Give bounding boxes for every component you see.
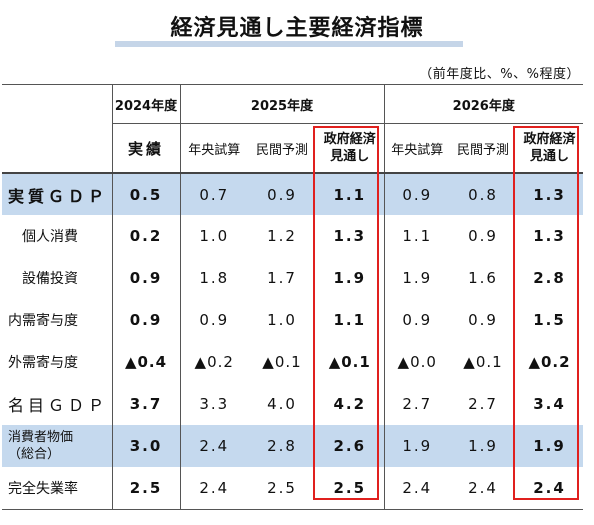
table-row-domestic-contribution: 内需寄与度 0.9 0.9 1.0 1.1 0.9 0.9 1.5 [2, 299, 583, 341]
header-actual: 実績 [112, 123, 181, 174]
table-row-cpi: 消費者物価 （総合） 3.0 2.4 2.8 2.6 1.9 1.9 1.9 [2, 425, 583, 467]
govt-outlook-2026-highlight [513, 126, 579, 500]
table-row-nominal-gdp: 名目ＧＤＰ 3.7 3.3 4.0 4.2 2.7 2.7 3.4 [2, 383, 583, 425]
cell-actual: 0.9 [112, 299, 181, 341]
header-fy2024: 2024年度 [112, 84, 181, 124]
cell-govt-2026: 1.3 [516, 173, 583, 215]
cell-govt-2026: ▲0.2 [528, 353, 571, 371]
cell-govt-2025: 1.1 [316, 299, 385, 341]
table-row-capex: 設備投資 0.9 1.8 1.7 1.9 1.9 1.6 2.8 [2, 257, 583, 299]
cell-actual: 0.9 [112, 257, 181, 299]
header-govt-2025-line1: 政府経済 [323, 132, 376, 147]
cell-midyear-2025: 1.0 [199, 227, 230, 245]
cell-actual: 0.2 [112, 215, 181, 257]
row-label-line1: 消費者物価 [8, 430, 74, 445]
cell-govt-2026: 1.5 [533, 311, 566, 329]
header-govt-2025-line2: 見通し [330, 149, 370, 164]
cell-govt-2025: 4.2 [316, 383, 385, 425]
cell-private-2026: 1.9 [450, 425, 516, 467]
cell-midyear-2026: 1.9 [402, 269, 433, 287]
cell-private-2026: 2.4 [450, 467, 516, 510]
cell-govt-2026: 2.8 [533, 269, 566, 287]
cell-midyear-2025: 2.4 [180, 467, 248, 510]
header-govt-2026: 政府経済 見通し [516, 123, 583, 174]
cell-private-2025: 1.2 [267, 227, 297, 245]
cell-midyear-2025: 2.4 [180, 425, 248, 467]
cell-private-2026: 1.6 [468, 269, 498, 287]
cell-midyear-2026: ▲0.0 [397, 353, 437, 371]
header-govt-2025: 政府経済 見通し [316, 123, 385, 174]
header-fy2026: 2026年度 [384, 84, 583, 124]
cell-actual: 3.0 [112, 425, 181, 467]
cell-govt-2025: 2.6 [316, 425, 385, 467]
cell-private-2025: 1.7 [267, 269, 297, 287]
header-private-2026: 民間予測 [450, 123, 516, 174]
cell-private-2026: ▲0.1 [463, 353, 503, 371]
cell-govt-2025: 2.5 [316, 467, 385, 510]
header-corner-lower [2, 123, 113, 174]
cell-govt-2025: ▲0.1 [316, 341, 385, 383]
row-label: 設備投資 [2, 257, 113, 299]
cell-govt-2026: 1.9 [516, 425, 583, 467]
title-underline [115, 41, 463, 47]
cell-midyear-2025: 0.9 [199, 311, 230, 329]
cell-govt-2025: 1.1 [316, 173, 385, 215]
cell-private-2026: 0.9 [468, 227, 498, 245]
cell-govt-2025: 1.3 [316, 215, 385, 257]
cell-midyear-2025: ▲0.2 [194, 353, 234, 371]
cell-midyear-2026: 1.1 [402, 227, 433, 245]
cell-actual: 2.5 [112, 467, 181, 510]
header-private-2025: 民間予測 [248, 123, 316, 174]
row-label: 消費者物価 （総合） [2, 425, 113, 467]
cell-private-2026: 2.7 [468, 395, 498, 413]
cell-govt-2026: 3.4 [533, 395, 566, 413]
cell-midyear-2026: 0.9 [402, 311, 433, 329]
header-corner [2, 84, 113, 124]
cell-private-2025: 4.0 [267, 395, 297, 413]
table-row-unemployment: 完全失業率 2.5 2.4 2.5 2.5 2.4 2.4 2.4 [2, 467, 583, 510]
cell-midyear-2025: 0.7 [180, 173, 248, 215]
row-label-line2: （総合） [8, 447, 61, 462]
table-row-consumption: 個人消費 0.2 1.0 1.2 1.3 1.1 0.9 1.3 [2, 215, 583, 257]
cell-midyear-2026: 0.9 [384, 173, 450, 215]
cell-midyear-2026: 2.7 [402, 395, 433, 413]
row-label: 実質ＧＤＰ [2, 173, 113, 215]
row-label: 内需寄与度 [2, 299, 113, 341]
header-midyear-2026: 年央試算 [384, 123, 450, 174]
cell-private-2025: 2.8 [248, 425, 316, 467]
cell-midyear-2025: 1.8 [199, 269, 230, 287]
cell-actual: ▲0.4 [112, 341, 181, 383]
cell-midyear-2026: 1.9 [384, 425, 450, 467]
cell-govt-2026: 1.3 [533, 227, 566, 245]
cell-midyear-2026: 2.4 [384, 467, 450, 510]
indicators-table: 2024年度 2025年度 2026年度 実績 年央試算 民間予測 政府経済 見… [2, 84, 583, 510]
govt-outlook-2025-highlight [313, 126, 379, 500]
cell-private-2025: ▲0.1 [262, 353, 302, 371]
cell-private-2025: 1.0 [267, 311, 297, 329]
cell-private-2026: 0.9 [468, 311, 498, 329]
row-label: 個人消費 [2, 215, 113, 257]
cell-private-2025: 2.5 [248, 467, 316, 510]
cell-govt-2026: 2.4 [516, 467, 583, 510]
cell-private-2026: 0.8 [450, 173, 516, 215]
header-govt-2026-line2: 見通し [529, 149, 569, 164]
cell-govt-2025: 1.9 [316, 257, 385, 299]
header-fy2025: 2025年度 [180, 84, 385, 124]
row-label: 名目ＧＤＰ [2, 383, 113, 425]
header-govt-2026-line1: 政府経済 [523, 132, 576, 147]
unit-note: （前年度比、%、%程度） [419, 67, 580, 82]
cell-actual: 3.7 [112, 383, 181, 425]
cell-private-2025: 0.9 [248, 173, 316, 215]
row-label: 完全失業率 [2, 467, 113, 510]
row-label: 外需寄与度 [2, 341, 113, 383]
cell-actual: 0.5 [112, 173, 181, 215]
page-title: 経済見通し主要経済指標 [170, 16, 424, 41]
table-row-external-contribution: 外需寄与度 ▲0.4 ▲0.2 ▲0.1 ▲0.1 ▲0.0 ▲0.1 ▲0.2 [2, 341, 583, 383]
cell-midyear-2025: 3.3 [199, 395, 230, 413]
table-row-real-gdp: 実質ＧＤＰ 0.5 0.7 0.9 1.1 0.9 0.8 1.3 [2, 173, 583, 215]
header-midyear-2025: 年央試算 [180, 123, 248, 174]
